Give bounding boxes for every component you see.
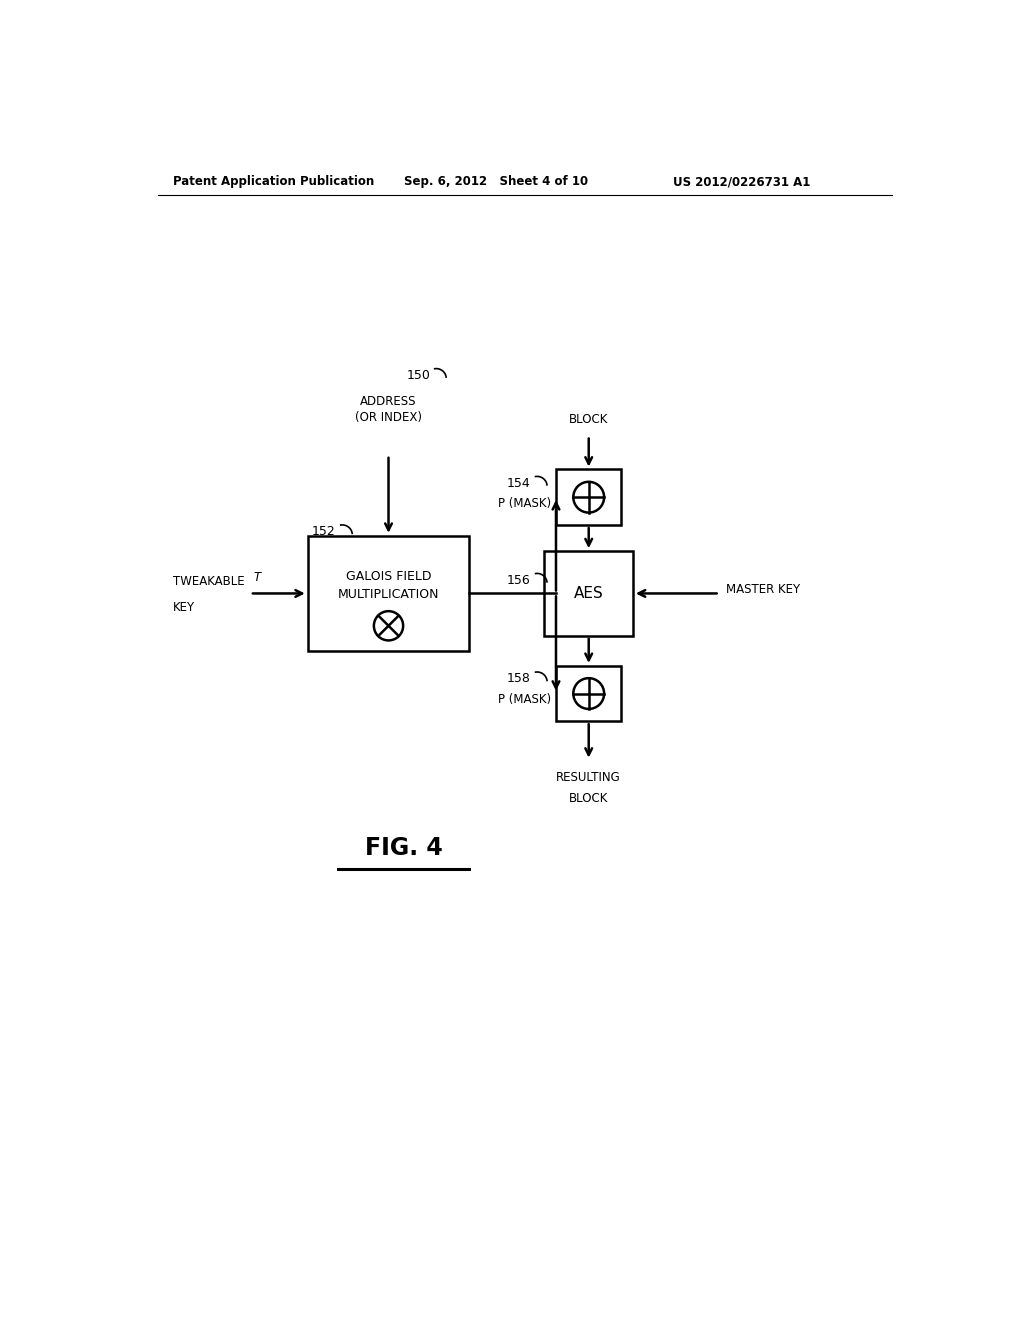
Text: T: T [254, 572, 261, 585]
Text: TWEAKABLE: TWEAKABLE [173, 576, 245, 589]
Text: BLOCK: BLOCK [569, 792, 608, 805]
Bar [556, 665, 622, 721]
Text: BLOCK: BLOCK [569, 413, 608, 426]
Text: FIG. 4: FIG. 4 [365, 836, 442, 859]
Bar [545, 552, 633, 636]
Bar [307, 536, 469, 651]
Text: GALOIS FIELD: GALOIS FIELD [346, 570, 431, 583]
Text: MULTIPLICATION: MULTIPLICATION [338, 589, 439, 602]
Text: RESULTING: RESULTING [556, 771, 622, 784]
Text: 154: 154 [506, 477, 530, 490]
Text: Patent Application Publication: Patent Application Publication [173, 176, 374, 189]
Text: KEY: KEY [173, 601, 195, 614]
Text: Sep. 6, 2012   Sheet 4 of 10: Sep. 6, 2012 Sheet 4 of 10 [403, 176, 588, 189]
Text: 152: 152 [311, 525, 335, 539]
Text: US 2012/0226731 A1: US 2012/0226731 A1 [674, 176, 811, 189]
Text: 150: 150 [407, 370, 430, 381]
Text: ADDRESS
(OR INDEX): ADDRESS (OR INDEX) [355, 395, 422, 424]
Text: P (MASK): P (MASK) [499, 496, 551, 510]
Text: MASTER KEY: MASTER KEY [726, 583, 800, 597]
Text: AES: AES [573, 586, 603, 601]
Text: 156: 156 [506, 574, 530, 587]
Bar [556, 470, 622, 525]
Text: 158: 158 [506, 672, 530, 685]
Text: P (MASK): P (MASK) [499, 693, 551, 706]
